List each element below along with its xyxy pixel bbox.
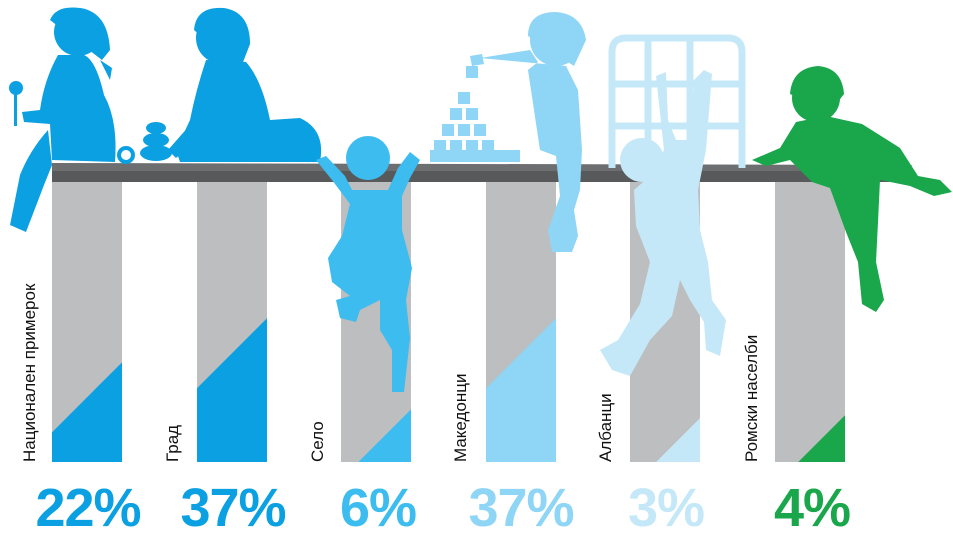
value-label-roma: 4% bbox=[773, 478, 851, 538]
bar-4 bbox=[656, 418, 700, 462]
bar-backgrounds bbox=[52, 182, 845, 462]
bar-fills bbox=[52, 318, 845, 462]
climbing-child-icon bbox=[316, 136, 420, 392]
value-label-macedonians: 37% bbox=[468, 478, 574, 538]
child-with-lollipop-icon bbox=[9, 7, 116, 232]
bar-2 bbox=[358, 409, 411, 462]
category-label-city: Град bbox=[163, 424, 182, 462]
value-label-village: 6% bbox=[339, 478, 417, 538]
value-label-albanians: 3% bbox=[627, 478, 705, 538]
value-label-national: 22% bbox=[35, 478, 141, 538]
value-label-city: 37% bbox=[180, 478, 286, 538]
category-label-albanians: Албанци bbox=[596, 393, 615, 462]
shelf bbox=[52, 163, 912, 182]
category-label-village: Село bbox=[308, 421, 327, 462]
child-on-chair-icon bbox=[600, 70, 726, 376]
child-climbing-over-icon bbox=[752, 66, 952, 312]
child-with-blocks-icon bbox=[430, 12, 586, 252]
bar-0 bbox=[52, 362, 122, 462]
category-label-roma: Ромски населби bbox=[742, 334, 761, 462]
bar-background-5 bbox=[775, 182, 845, 462]
bar-5 bbox=[798, 415, 845, 462]
category-label-macedonians: Македонци bbox=[451, 373, 470, 462]
child-with-rings-icon bbox=[117, 7, 322, 164]
child-silhouettes bbox=[9, 7, 952, 392]
bar-3 bbox=[486, 318, 556, 462]
bar-1 bbox=[197, 318, 267, 462]
category-label-national: Национален примерок bbox=[20, 283, 39, 462]
